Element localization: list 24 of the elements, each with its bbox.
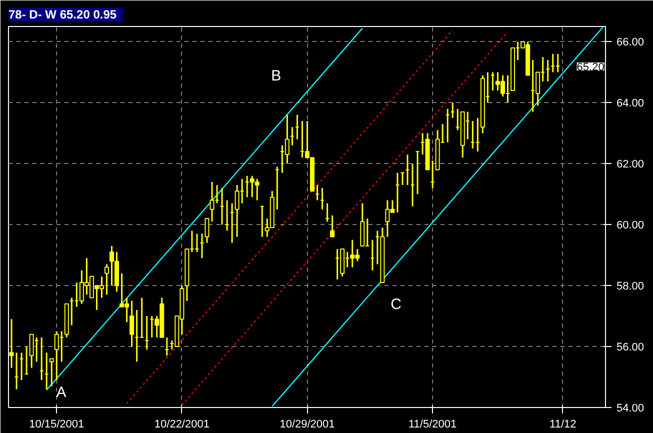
- x-tick-label: 11/5/2001: [408, 418, 457, 430]
- y-tick-label: 56.00: [616, 342, 644, 354]
- x-tick-label: 11/12: [550, 418, 576, 430]
- candlestick: [330, 214, 335, 238]
- annotation: B: [271, 68, 282, 85]
- annotation: A: [56, 384, 66, 401]
- y-tick-label: 64.00: [616, 98, 644, 110]
- candlestick: [204, 218, 210, 244]
- x-tick-label: 10/22/2001: [154, 418, 210, 430]
- candlestick: [49, 358, 54, 387]
- candlestick: [104, 263, 109, 296]
- x-tick-label: 10/15/2001: [29, 418, 84, 430]
- y-tick-label: 54.00: [616, 402, 644, 414]
- y-tick-label: 58.00: [616, 280, 644, 293]
- y-tick-label: 66.00: [616, 36, 644, 49]
- candlestick: [130, 300, 134, 348]
- candlestick: [9, 318, 14, 369]
- candlestick: [284, 114, 290, 164]
- chart-title: 78- D- W 65.20 0.95: [8, 8, 117, 22]
- annotation: C: [390, 296, 402, 314]
- annotation: 65.20: [576, 62, 604, 74]
- y-tick-label: 62.00: [616, 158, 644, 171]
- y-tick-label: 60.00: [616, 220, 644, 232]
- x-tick-label: 10/29/2001: [280, 418, 335, 430]
